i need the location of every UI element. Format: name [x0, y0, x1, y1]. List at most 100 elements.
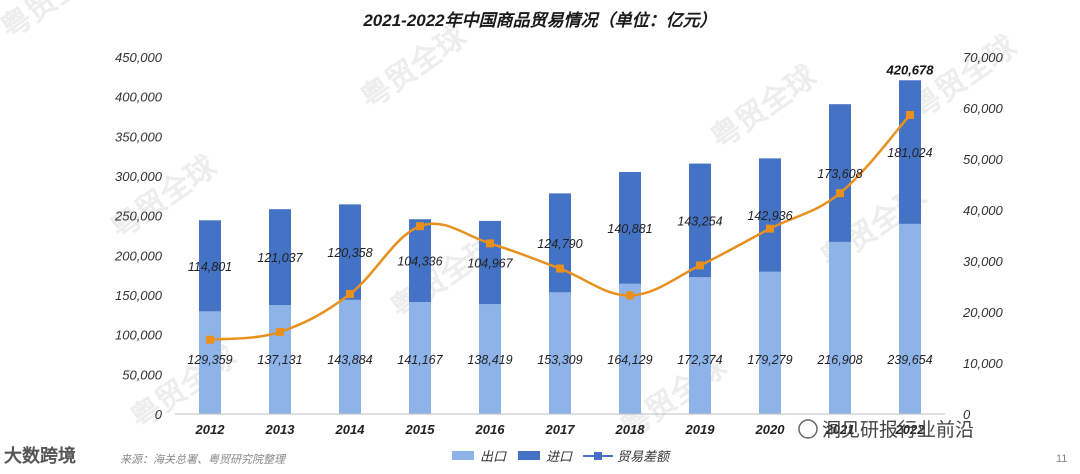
footer-source: 来源：海关总署、粤贸研究院整理	[120, 453, 287, 466]
x-axis-tick-label: 2020	[755, 422, 786, 437]
export-value-label: 141,167	[397, 353, 443, 367]
bar-import	[619, 172, 641, 284]
bar-series	[175, 80, 945, 415]
legend-label-import: 进口	[546, 449, 573, 464]
left-axis-tick-label: 350,000	[115, 129, 163, 144]
left-axis: 0 50,000 100,000 150,000 200,000 250,000 300,0…	[114, 50, 163, 422]
legend-marker-balance	[594, 452, 602, 460]
bar-export	[829, 241, 851, 414]
legend-swatch-export	[452, 451, 474, 460]
bar-import	[759, 158, 781, 272]
x-axis-tick-label: 2016	[475, 422, 506, 437]
right-axis-tick-label: 30,000	[963, 254, 1004, 269]
right-axis-tick-label: 0	[963, 407, 971, 422]
export-value-label: 143,884	[327, 353, 372, 367]
left-axis-tick-label: 200,000	[114, 248, 163, 263]
x-axis-tick-label: 2013	[265, 422, 296, 437]
import-value-label: 181,024	[887, 146, 932, 160]
x-axis-tick-label: 2017	[545, 422, 576, 437]
x-axis-tick-label: 2014	[335, 422, 366, 437]
export-value-label: 179,279	[747, 353, 792, 367]
left-axis-tick-label: 0	[155, 407, 163, 422]
trade-balance-marker	[696, 261, 704, 270]
export-value-label: 164,129	[607, 353, 652, 367]
bar-import	[269, 209, 291, 306]
bar-import	[339, 204, 361, 300]
bar-export	[689, 277, 711, 414]
bar-export	[619, 283, 641, 414]
right-axis-tick-label: 70,000	[963, 50, 1004, 65]
trade-balance-marker	[486, 239, 494, 248]
watermark-text: 粤贸全球	[705, 58, 824, 155]
watermark-text: 粤贸全球	[0, 0, 113, 46]
bar-export	[759, 271, 781, 414]
x-axis-tick-label: 2022	[895, 422, 926, 437]
bar-import	[689, 163, 711, 278]
bar-import	[199, 220, 221, 312]
trade-balance-marker	[416, 222, 424, 231]
import-value-label: 104,336	[397, 255, 442, 269]
page-number: 11	[1056, 453, 1067, 465]
import-value-label: 121,037	[257, 251, 303, 265]
x-axis-tick-label: 2018	[615, 422, 646, 437]
legend: 出口 进口 贸易差额	[452, 449, 671, 464]
import-value-label: 104,967	[467, 257, 513, 271]
bar-export	[549, 292, 571, 414]
right-axis-tick-label: 10,000	[963, 356, 1004, 371]
left-axis-tick-label: 300,000	[115, 169, 163, 184]
export-value-label: 129,359	[187, 353, 232, 367]
trade-balance-marker	[346, 290, 354, 299]
trade-balance-line	[206, 110, 914, 344]
left-axis-tick-label: 450,000	[115, 50, 163, 65]
export-value-label: 138,419	[467, 353, 512, 367]
import-value-label: 114,801	[188, 260, 232, 274]
x-axis-tick-label: 2015	[405, 422, 436, 437]
right-axis-tick-label: 50,000	[963, 152, 1004, 167]
trade-balance-marker	[276, 327, 284, 336]
x-axis: 2012 2013 2014 2015 2016 2017 2018 2019 2020 2021…	[195, 422, 926, 437]
x-axis-tick-label: 2019	[685, 422, 716, 437]
footer-logo: 大数跨境	[4, 445, 76, 466]
bar-import	[409, 219, 431, 303]
trade-balance-marker	[906, 110, 914, 119]
trade-balance-marker	[836, 189, 844, 198]
export-value-label: 153,309	[537, 353, 582, 367]
left-axis-tick-label: 400,000	[115, 90, 163, 105]
right-axis-tick-label: 20,000	[962, 305, 1004, 320]
import-value-label: 140,881	[607, 222, 652, 236]
import-value-label: 120,358	[327, 246, 372, 260]
import-value-label: 143,254	[677, 214, 722, 228]
right-axis-tick-label: 40,000	[963, 203, 1004, 218]
total-value-label: 420,678	[886, 62, 935, 77]
trade-balance-marker	[626, 291, 634, 300]
export-value-label: 239,654	[886, 353, 932, 367]
bar-import	[899, 80, 921, 224]
left-axis-tick-label: 250,000	[114, 209, 163, 224]
trade-balance-marker	[766, 224, 774, 233]
export-value-label: 216,908	[816, 353, 862, 367]
x-axis-tick-label: 2012	[195, 422, 226, 437]
right-axis-tick-label: 60,000	[963, 101, 1004, 116]
legend-label-export: 出口	[480, 449, 507, 464]
footer: 大数跨境 来源：海关总署、粤贸研究院整理 洞见研报行业前沿 11	[4, 419, 1067, 466]
legend-swatch-import	[518, 451, 540, 460]
export-value-label: 137,131	[257, 353, 302, 367]
x-axis-tick-label: 2021	[825, 422, 855, 437]
trade-balance-marker	[206, 335, 214, 344]
trade-balance-marker	[556, 264, 564, 273]
left-axis-tick-label: 150,000	[115, 288, 163, 303]
bar-import	[829, 104, 851, 242]
import-value-label: 142,936	[747, 209, 792, 223]
left-axis-tick-label: 100,000	[115, 328, 163, 343]
bar-export	[899, 223, 921, 414]
legend-label-balance: 贸易差额	[617, 449, 671, 464]
right-axis: 0 10,000 20,000 30,000 40,000 50,000 60,000 70,…	[962, 50, 1004, 422]
footer-brand: 洞见研报行业前沿	[822, 419, 974, 441]
import-value-label: 173,608	[817, 167, 862, 181]
data-labels: 129,359 114,801 137,131 121,037 143,884 120,3…	[187, 62, 934, 367]
bar-export	[479, 304, 501, 414]
bar-export	[339, 299, 361, 414]
wechat-icon	[798, 419, 818, 439]
export-value-label: 172,374	[677, 353, 722, 367]
